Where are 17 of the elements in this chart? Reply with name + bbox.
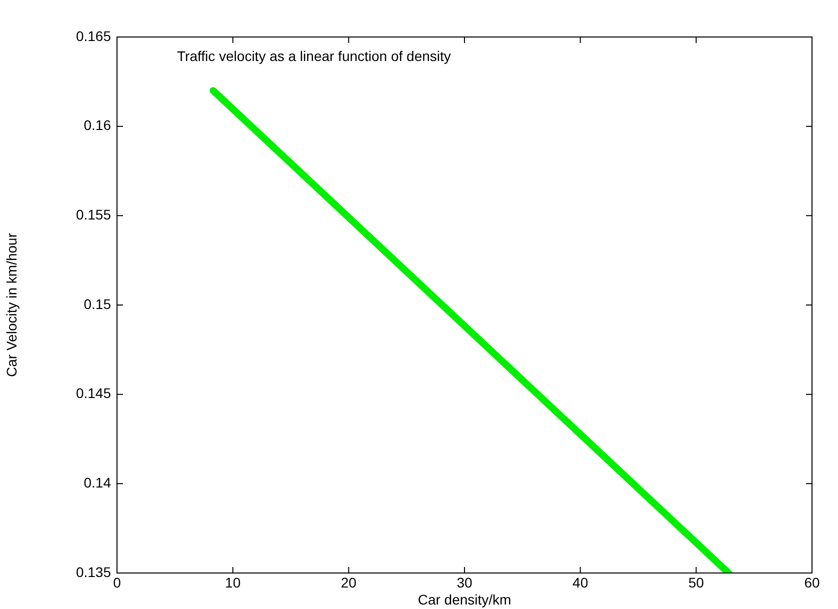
y-tick-label: 0.135 (76, 564, 112, 580)
x-tick-label: 40 (572, 574, 588, 590)
x-axis-title: Car density/km (418, 591, 512, 608)
y-tick-label: 0.15 (84, 296, 112, 312)
y-tick-label: 0.145 (76, 385, 112, 402)
y-tick-label: 0.16 (84, 117, 112, 134)
y-tick-label: 0.14 (84, 474, 112, 491)
text: Traffic velocity as a linear function of density (177, 48, 451, 64)
x-tick-label: 0 (113, 574, 122, 590)
x-tick-label: 60 (804, 574, 820, 590)
y-tick-label: 0.165 (76, 28, 112, 44)
x-tick-label: 10 (225, 574, 241, 590)
y-tick-label: 0.155 (76, 206, 112, 223)
x-tick-label: 30 (456, 574, 472, 590)
y-axis-title: Car Velocity in km/hour (3, 232, 20, 377)
x-tick-label: 50 (688, 574, 704, 590)
x-tick-label: 20 (340, 574, 357, 590)
